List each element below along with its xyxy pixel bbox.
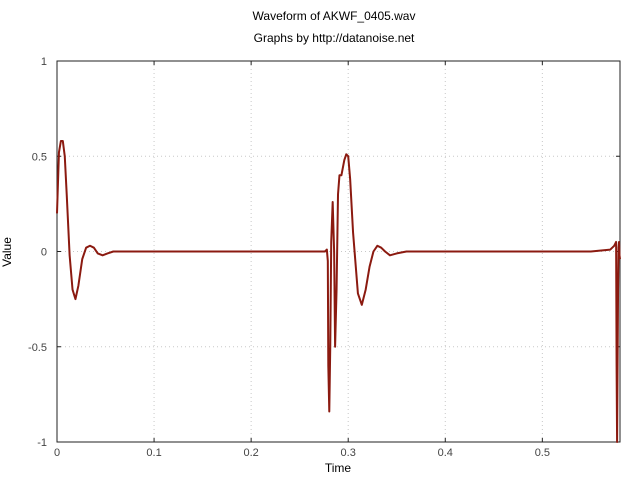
y-tick-label: 0.5 bbox=[32, 151, 47, 163]
y-axis-label: Value bbox=[0, 237, 14, 267]
y-tick-label: 1 bbox=[41, 56, 47, 68]
series-line bbox=[56, 140, 621, 443]
x-tick-label: 0.5 bbox=[535, 447, 550, 459]
x-tick-label: 0.1 bbox=[146, 447, 161, 459]
x-tick-label: 0 bbox=[54, 447, 60, 459]
tick-layer: 0 0.1 0.2 0.3 0.4 0.5 -1 -0.5 0 0.5 1 bbox=[28, 56, 620, 459]
x-tick-label: 0.2 bbox=[243, 447, 258, 459]
x-axis-label: Time bbox=[325, 461, 352, 475]
chart-title: Waveform of AKWF_0405.wav bbox=[253, 9, 416, 23]
x-tick-label: 0.3 bbox=[341, 447, 356, 459]
y-tick-label: 0 bbox=[41, 247, 47, 259]
x-tick-label: 0.4 bbox=[438, 447, 453, 459]
chart-subtitle: Graphs by http://datanoise.net bbox=[254, 31, 415, 45]
y-tick-label: -1 bbox=[37, 437, 47, 449]
y-tick-label: -0.5 bbox=[28, 342, 47, 354]
